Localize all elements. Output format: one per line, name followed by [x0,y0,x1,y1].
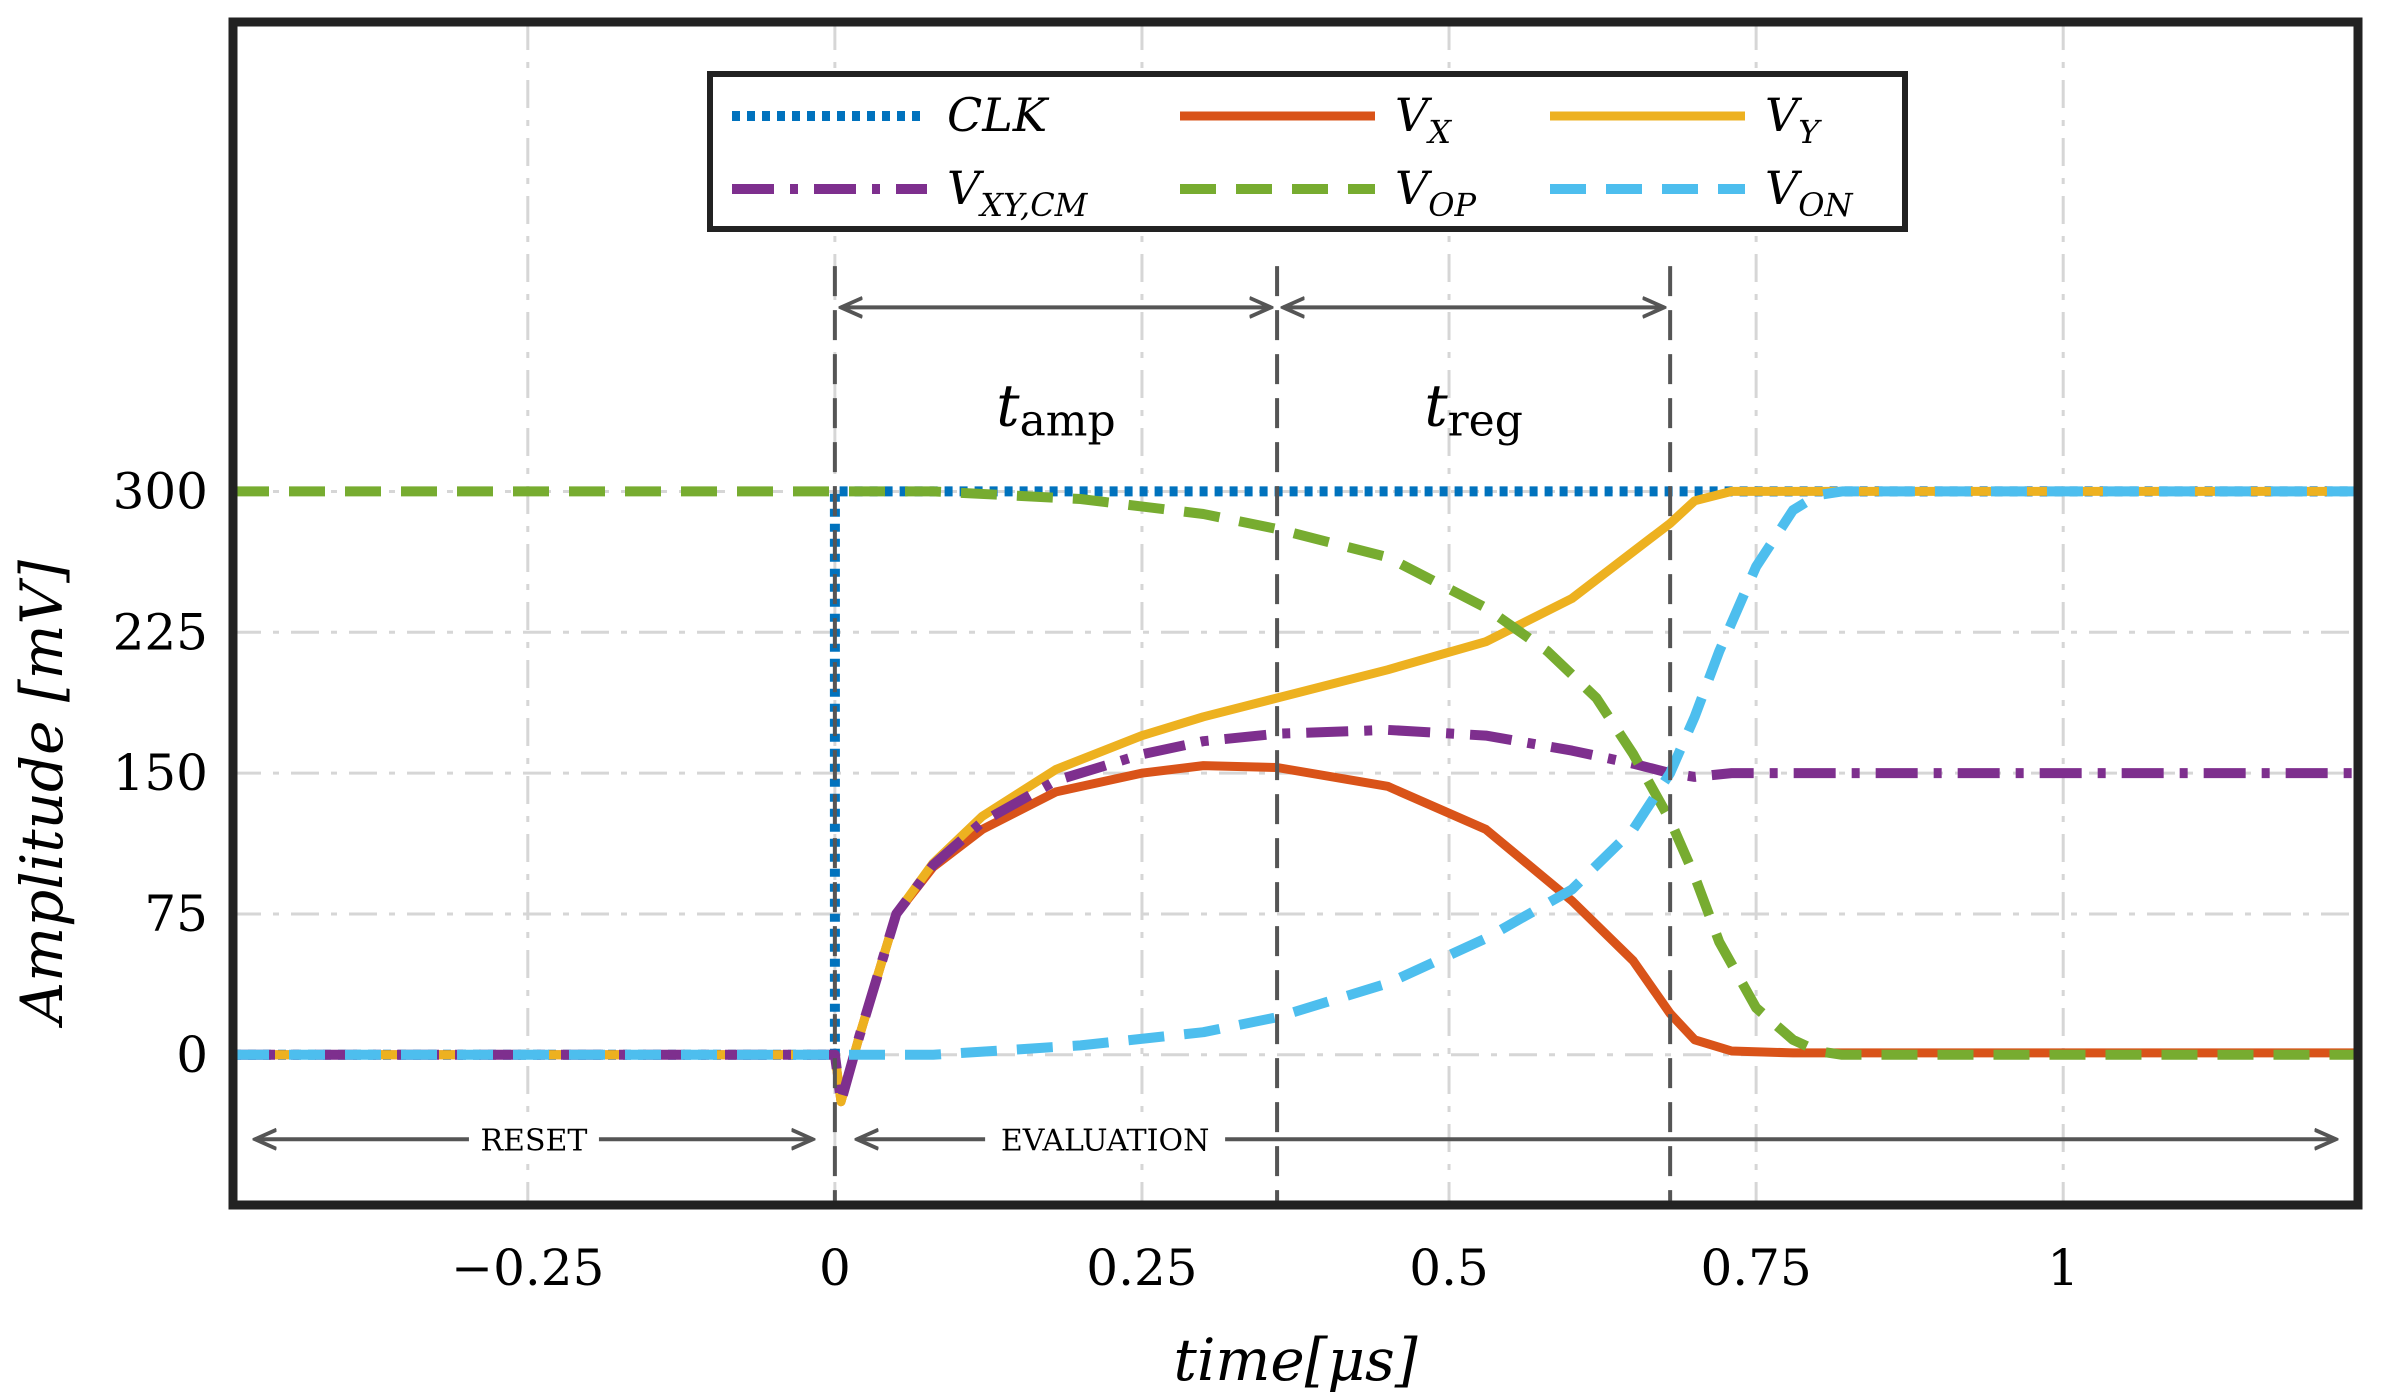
legend-label-base-1-1: V [1395,161,1433,215]
tamp-label: tamp [996,372,1115,447]
phase-label-1: EVALUATION [1001,1123,1210,1158]
legend-label-sub-0-1: X [1425,113,1452,151]
x-tick-label-4: 0.75 [1700,1239,1811,1297]
phase-label-bg-1 [985,1117,1226,1162]
series-line-4 [233,486,2358,1060]
treg-label: treg [1424,372,1523,447]
phase-label-bg-0 [468,1117,599,1162]
legend-label-sub-1-0: XY,CM [977,186,1088,224]
x-tick-label-3: 0.5 [1409,1239,1489,1297]
y-tick-label-2: 150 [113,744,208,802]
legend-label-1-1: VOP [1395,161,1476,224]
legend-label-sub-1-1: OP [1428,186,1476,224]
series-lines [233,486,2358,1107]
legend-label-base-0-2: V [1765,88,1803,142]
legend-box [707,71,1908,232]
legend-label-base-1-2: V [1765,161,1803,215]
x-axis-label: time[μs] [1174,1326,1418,1394]
legend-label-sub-0-2: Y [1798,113,1822,151]
legend-label-1-2: VON [1765,161,1853,224]
y-tick-label-4: 300 [113,462,208,520]
tamp-label-sub: amp [1020,396,1116,447]
phase-label-0: RESET [480,1123,587,1158]
legend-label-0-0: CLK [947,88,1050,142]
x-tick-label-1: 0 [819,1239,851,1297]
tamp-label-base: t [996,372,1020,440]
x-tick-label-2: 0.25 [1086,1239,1197,1297]
x-tick-label-0: −0.25 [451,1239,604,1297]
legend-label-base-0-0: CLK [947,88,1050,142]
y-tick-label-1: 75 [144,885,208,943]
x-tick-label-5: 1 [2047,1239,2079,1297]
plot-frame [228,17,2363,1210]
y-axis-label: Amplitude [mV] [8,560,76,1029]
tick-labels: −0.25 0 0.25 0.5 0.75 1 0 75 150 225 300 [113,462,2080,1297]
legend-label-1-0: VXY,CM [947,161,1089,224]
legend-label-base-0-1: V [1395,88,1433,142]
legend-label-0-2: VY [1765,88,1822,151]
series-line-5 [233,486,2358,1060]
treg-label-sub: reg [1448,396,1523,447]
legend-label-0-1: VX [1395,88,1452,151]
treg-label-base: t [1424,372,1448,440]
legend-label-sub-1-2: ON [1798,186,1853,224]
y-tick-label-3: 225 [113,603,208,661]
series-line-3 [233,724,2358,1107]
legend-label-base-1-0: V [947,161,985,215]
y-tick-label-0: 0 [176,1026,208,1084]
